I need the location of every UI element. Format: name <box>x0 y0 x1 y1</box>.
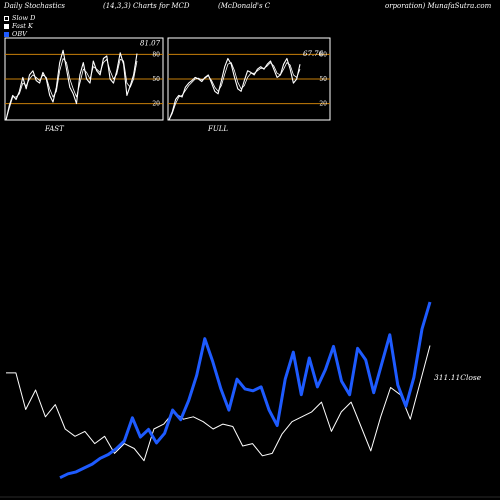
legend-item-obv: OBV <box>4 30 35 38</box>
full-tick-label-50: 50 <box>319 76 327 83</box>
legend-item-slow-d: Slow D <box>4 14 35 22</box>
fast-tick-label-20: 20 <box>152 101 160 108</box>
fast-line-d <box>5 58 138 121</box>
fast-panel-caption: FAST <box>45 125 64 133</box>
full-tick-label-80: 80 <box>319 51 327 58</box>
legend-label-slow-d: Slow D <box>12 14 36 22</box>
fast-last-value-label: 81.07 <box>140 40 161 48</box>
fast-tick-label-50: 50 <box>152 76 160 83</box>
full-line-d <box>168 62 301 121</box>
chart-title-left: Daily Stochastics <box>4 2 66 10</box>
obv-line <box>59 301 432 480</box>
close-price-label: 311.11Close <box>434 373 482 382</box>
full-panel-caption: FULL <box>208 125 229 133</box>
chart-title-mid: (14,3,3) Charts for MCD <box>103 2 190 10</box>
full-tick-label-20: 20 <box>319 101 327 108</box>
legend-swatch-fast-k <box>4 23 9 29</box>
fast-tick-label-80: 80 <box>152 51 160 58</box>
full-last-value-label: 67.76 <box>303 50 324 58</box>
legend: Slow D Fast K OBV <box>4 14 35 38</box>
legend-label-obv: OBV <box>12 30 27 38</box>
close-price-line <box>6 345 431 462</box>
legend-label-fast-k: Fast K <box>12 22 33 30</box>
chart-title-company: (McDonald's C <box>218 2 271 10</box>
legend-swatch-slow-d <box>4 15 9 21</box>
chart-title-site: orporation) MunafaSutra.com <box>385 2 492 10</box>
full-line-k <box>168 57 301 121</box>
legend-swatch-obv <box>4 31 9 37</box>
legend-item-fast-k: Fast K <box>4 22 35 30</box>
